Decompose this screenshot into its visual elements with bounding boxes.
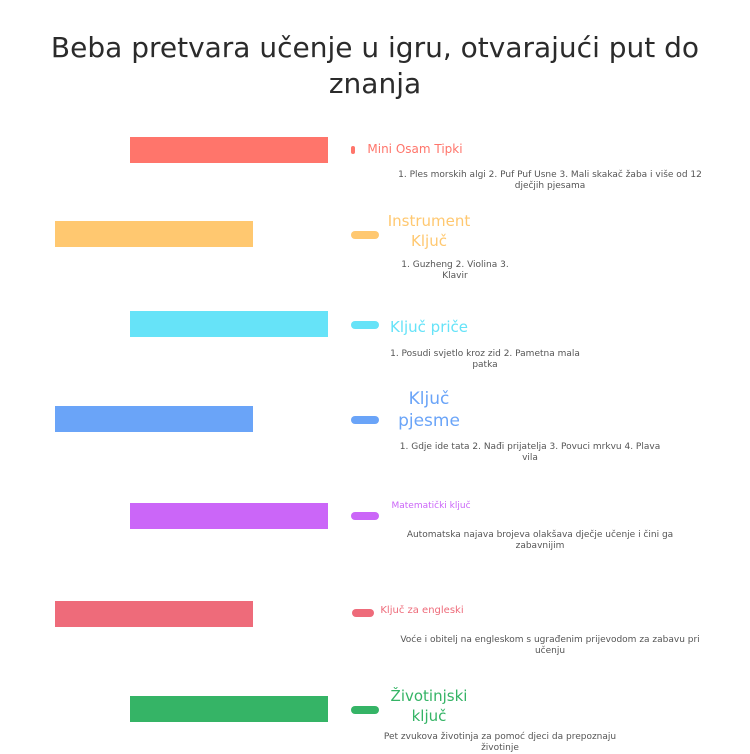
- page-title: Beba pretvara učenje u igru, otvarajući …: [50, 31, 700, 100]
- key-label-animal: Životinjski ključ: [390, 687, 468, 725]
- key-label-mini-eight-keys: Mini Osam Tipki: [367, 142, 463, 156]
- key-label-math: Matematički ključ: [391, 501, 471, 511]
- key-dot-instrument: [351, 231, 379, 239]
- key-bar-english: [55, 601, 253, 627]
- key-desc-english: Voće i obitelj na engleskom s ugrađenim …: [400, 635, 700, 656]
- key-bar-song: [55, 406, 253, 432]
- key-desc-story: 1. Posudi svjetlo kroz zid 2. Pametna ma…: [390, 349, 580, 370]
- key-bar-math: [130, 503, 328, 529]
- key-dot-math: [351, 512, 379, 520]
- key-label-english: Ključ za engleski: [380, 605, 464, 616]
- key-desc-math: Automatska najava brojeva olakšava dječj…: [406, 530, 674, 551]
- key-bar-mini-eight-keys: [130, 137, 328, 163]
- key-desc-animal: Pet zvukova životinja za pomoć djeci da …: [383, 732, 617, 753]
- key-dot-mini-eight-keys: [351, 146, 355, 154]
- key-bar-animal: [130, 696, 328, 722]
- key-label-instrument: Instrument Ključ: [387, 212, 471, 250]
- key-desc-mini-eight-keys: 1. Ples morskih algi 2. Puf Puf Usne 3. …: [398, 170, 702, 191]
- key-dot-story: [351, 321, 379, 329]
- key-label-story: Ključ priče: [389, 318, 469, 336]
- key-bar-story: [130, 311, 328, 337]
- key-bar-instrument: [55, 221, 253, 247]
- key-dot-animal: [351, 706, 379, 714]
- key-dot-song: [351, 416, 379, 424]
- key-label-song: Ključ pjesme: [398, 389, 460, 431]
- key-desc-instrument: 1. Guzheng 2. Violina 3. Klavir: [401, 260, 509, 281]
- key-desc-song: 1. Gdje ide tata 2. Nađi prijatelja 3. P…: [399, 442, 661, 463]
- key-dot-english: [352, 609, 374, 617]
